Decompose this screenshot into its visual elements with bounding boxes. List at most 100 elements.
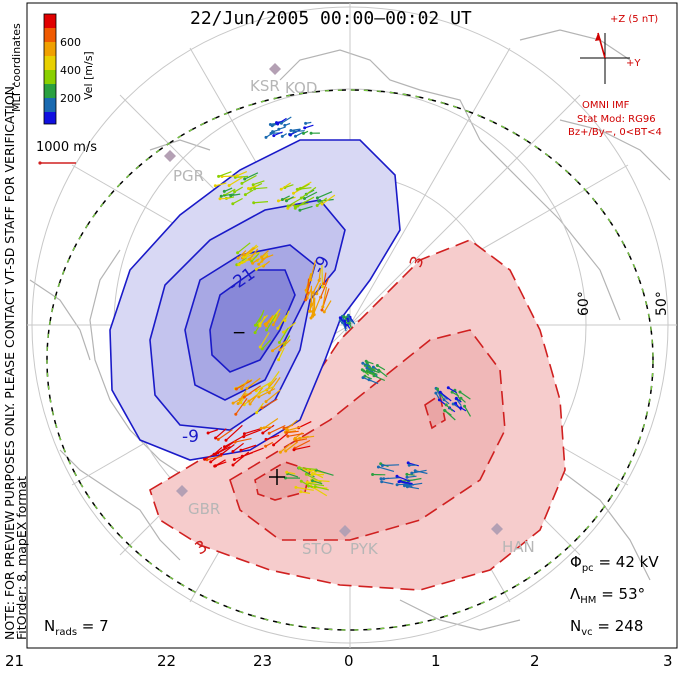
velocity-vector <box>293 445 311 451</box>
velocity-vector <box>261 339 272 350</box>
velocity-vector <box>225 424 243 441</box>
velocity-vector-origin <box>280 134 284 138</box>
color-bar-tick-400: 400 <box>60 64 81 77</box>
velocity-vector-origin <box>375 364 379 367</box>
velocity-vector-origin <box>365 369 369 373</box>
velocity-vector <box>254 187 268 190</box>
velocity-vector <box>259 385 275 394</box>
velocity-vector-origin <box>463 404 467 408</box>
velocity-vector-origin <box>265 328 269 332</box>
velocity-vector-origin <box>271 323 275 327</box>
velocity-vector-origin <box>214 436 218 440</box>
velocity-vector-origin <box>303 126 307 130</box>
velocity-vector <box>415 470 428 475</box>
velocity-vector <box>215 428 227 439</box>
velocity-vector <box>318 198 334 202</box>
velocity-vector-origin <box>407 463 411 467</box>
velocity-vector-origin <box>317 199 321 203</box>
station-markers <box>164 63 503 537</box>
velocity-vector <box>261 250 269 258</box>
n-vc-value: 248 <box>614 617 644 635</box>
velocity-vector-origin <box>276 122 280 126</box>
velocity-vector-origin <box>258 322 262 326</box>
velocity-vector-origin <box>264 400 268 404</box>
velocity-vector-origin <box>203 457 207 461</box>
mlt-tick-22: 22 <box>157 652 177 670</box>
velocity-vector-origin <box>213 184 217 188</box>
velocity-vector <box>310 260 317 281</box>
lat-label-50: 50° <box>654 291 670 316</box>
velocity-vector <box>248 184 258 190</box>
velocity-vector-origin <box>242 253 246 257</box>
velocity-vector <box>277 117 287 125</box>
velocity-vector-origin <box>282 426 286 430</box>
velocity-vector-origin <box>264 135 268 139</box>
velocity-vector <box>232 442 244 452</box>
velocity-vector-origin <box>212 452 216 456</box>
velocity-vector <box>239 390 247 400</box>
velocity-vector-origin <box>227 184 231 187</box>
color-bar <box>43 13 57 125</box>
velocity-vector-origin <box>413 469 417 473</box>
velocity-vector-origin <box>434 391 438 395</box>
velocity-vector-origin <box>311 479 314 483</box>
velocity-vector <box>256 402 264 413</box>
velocity-vector-origin <box>365 366 369 370</box>
velocity-vector-origin <box>347 321 351 325</box>
velocity-vector <box>241 379 249 390</box>
velocity-vector-origin <box>305 480 309 484</box>
velocity-vector <box>255 263 266 270</box>
velocity-vector <box>281 116 292 124</box>
velocity-vector <box>235 175 249 178</box>
velocity-vector-origin <box>257 395 261 399</box>
velocity-vector <box>290 128 301 136</box>
velocity-vector <box>307 482 325 487</box>
velocity-vector <box>447 387 457 394</box>
velocity-vector <box>280 182 292 190</box>
velocity-vector <box>318 268 322 281</box>
vector-scale-label: 1000 m/s <box>36 140 98 155</box>
velocity-vector-origin <box>263 322 267 326</box>
velocity-vector <box>378 369 388 378</box>
velocity-vector-origin <box>240 181 244 185</box>
velocity-vector-origin <box>405 484 409 487</box>
velocity-vector <box>236 171 248 177</box>
velocity-vector <box>290 128 301 132</box>
velocity-vector <box>320 277 330 298</box>
velocity-vector <box>266 377 278 391</box>
velocity-vector <box>287 432 305 437</box>
velocity-vector <box>299 205 313 211</box>
velocity-vector <box>278 327 289 343</box>
velocity-vector <box>243 428 263 438</box>
velocity-vector <box>259 314 269 325</box>
imf-source: OMNI IMF <box>582 100 630 111</box>
velocity-vector-origin <box>311 310 315 314</box>
velocity-vector <box>381 481 394 485</box>
n-vc-readout: Nvc = 248 <box>570 617 644 638</box>
station-pyk: PYK <box>350 540 378 558</box>
velocity-vector-origin <box>277 358 281 362</box>
station-han: HAN <box>502 538 535 556</box>
velocity-vector-origin <box>248 402 252 406</box>
velocity-vector-origin <box>345 323 349 327</box>
velocity-vector-origin <box>450 390 454 394</box>
velocity-vector-origin <box>267 431 271 435</box>
station-gbr: GBR <box>188 500 221 518</box>
velocity-vector <box>444 410 456 421</box>
velocity-vectors <box>203 116 472 497</box>
velocity-vector <box>307 481 319 484</box>
velocity-vector <box>237 242 251 254</box>
velocity-vector-origin <box>253 323 257 327</box>
velocity-vector-origin <box>245 386 249 390</box>
velocity-vector <box>294 201 306 209</box>
velocity-vector-origin <box>242 395 246 399</box>
velocity-vector-origin <box>286 204 290 208</box>
imf-condition: Bz+/By−, 0<BT<4 <box>568 127 662 138</box>
velocity-vector-origin <box>311 314 315 318</box>
velocity-vector <box>293 130 305 133</box>
velocity-vector <box>258 388 276 398</box>
velocity-vector-origin <box>298 208 302 212</box>
velocity-vector <box>287 196 305 207</box>
velocity-vector <box>268 424 286 434</box>
velocity-vector <box>273 131 283 137</box>
